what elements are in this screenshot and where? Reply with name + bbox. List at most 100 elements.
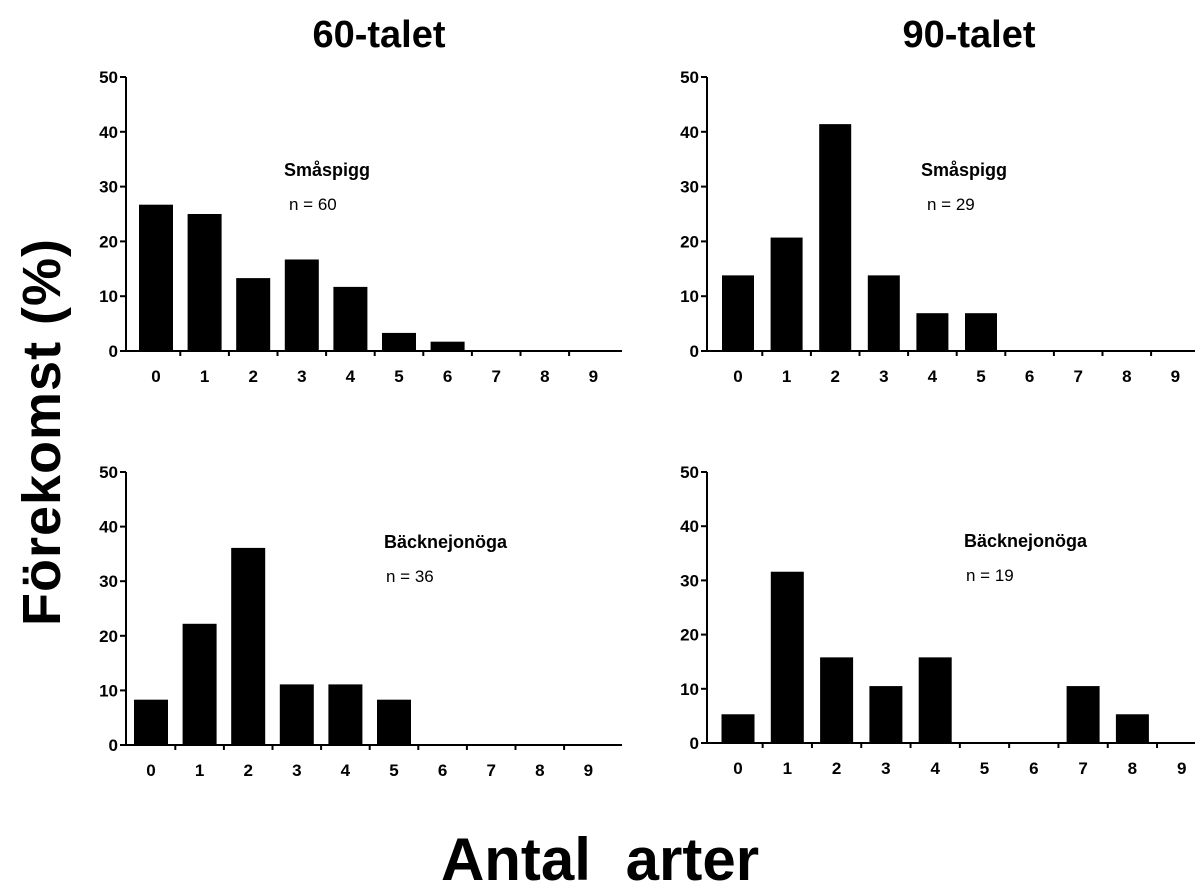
bar	[134, 699, 168, 745]
y-tick-label: 20	[680, 232, 699, 251]
bar	[430, 341, 465, 351]
bar	[333, 286, 368, 351]
x-tick-label: 2	[243, 761, 252, 780]
chart-panel: 0 10 20 30 40 50 0 1 2 3 4 5 6 7 8 9 Bäcknejonöga n = 19	[680, 463, 1195, 778]
x-tick-label: 3	[881, 759, 890, 778]
y-tick-label: 0	[690, 342, 699, 361]
bar	[770, 237, 803, 351]
x-tick-label: 5	[394, 367, 403, 386]
y-tick-label: 20	[99, 232, 118, 251]
x-tick-label: 2	[248, 367, 257, 386]
sample-size-label: n = 60	[289, 195, 337, 214]
x-tick-label: 9	[1171, 367, 1180, 386]
bar	[918, 657, 952, 743]
chart-panel: 0 10 20 30 40 50 0 1 2 3 4 5 6 7 8 9 Bäcknejonöga n = 36	[99, 463, 622, 780]
bar	[139, 204, 173, 351]
x-tick-label: 7	[1078, 759, 1087, 778]
x-tick-label: 0	[733, 367, 742, 386]
y-axis-label: Förekomst (%)	[12, 238, 72, 626]
bar	[1066, 686, 1100, 743]
x-tick-label: 3	[879, 367, 888, 386]
x-tick-label: 0	[151, 367, 160, 386]
sample-size-label: n = 29	[927, 195, 975, 214]
bar	[916, 313, 949, 351]
x-tick-label: 0	[733, 759, 742, 778]
species-label: Bäcknejonöga	[384, 532, 508, 552]
x-tick-label: 9	[589, 367, 598, 386]
bar	[377, 699, 411, 745]
y-tick-label: 50	[99, 463, 118, 482]
x-tick-label: 4	[341, 761, 351, 780]
x-tick-label: 1	[782, 367, 791, 386]
bar	[722, 275, 754, 351]
x-tick-label: 7	[491, 367, 500, 386]
x-tick-label: 6	[438, 761, 447, 780]
x-axis-label: Antal arter	[441, 826, 759, 890]
y-tick-label: 10	[680, 287, 699, 306]
y-tick-label: 0	[109, 736, 118, 755]
x-tick-label: 5	[389, 761, 398, 780]
x-tick-label: 8	[1122, 367, 1131, 386]
bar	[328, 684, 363, 745]
x-tick-label: 1	[783, 759, 792, 778]
y-tick-label: 40	[680, 517, 699, 536]
x-tick-label: 4	[928, 367, 938, 386]
y-tick-label: 40	[680, 123, 699, 142]
x-tick-label: 3	[292, 761, 301, 780]
bar	[382, 332, 416, 351]
x-tick-label: 7	[1073, 367, 1082, 386]
y-tick-label: 30	[680, 571, 699, 590]
sample-size-label: n = 19	[966, 566, 1014, 585]
y-tick-label: 50	[99, 68, 118, 87]
y-tick-label: 20	[680, 626, 699, 645]
y-tick-label: 10	[680, 680, 699, 699]
species-label: Småspigg	[921, 160, 1007, 180]
sample-size-label: n = 36	[386, 567, 434, 586]
column-title-60-talet: 60-talet	[312, 14, 445, 56]
x-tick-label: 6	[1029, 759, 1038, 778]
x-tick-label: 0	[146, 761, 155, 780]
x-tick-label: 5	[980, 759, 989, 778]
x-tick-label: 5	[976, 367, 985, 386]
y-tick-label: 30	[99, 572, 118, 591]
x-tick-label: 3	[297, 367, 306, 386]
x-tick-label: 8	[535, 761, 544, 780]
bar	[182, 623, 217, 745]
bar	[721, 714, 755, 743]
bar	[187, 214, 222, 351]
y-tick-label: 0	[109, 342, 118, 361]
bar	[236, 278, 271, 351]
y-tick-label: 30	[99, 178, 118, 197]
x-tick-label: 8	[1128, 759, 1137, 778]
x-tick-label: 1	[200, 367, 209, 386]
y-tick-label: 10	[99, 287, 118, 306]
bar	[284, 259, 319, 351]
bar	[965, 313, 997, 351]
y-tick-label: 10	[99, 681, 118, 700]
x-tick-label: 9	[584, 761, 593, 780]
x-tick-label: 4	[346, 367, 356, 386]
x-tick-label: 9	[1177, 759, 1186, 778]
y-tick-label: 40	[99, 123, 118, 142]
bar	[1115, 714, 1149, 743]
x-tick-label: 2	[830, 367, 839, 386]
y-tick-label: 0	[690, 734, 699, 753]
bar	[770, 571, 804, 743]
x-tick-label: 8	[540, 367, 549, 386]
chart-panel: 0 10 20 30 40 50 0 1 2 3 4 5 6 7 8 9 Småspigg n = 60	[99, 68, 622, 386]
y-tick-label: 30	[680, 178, 699, 197]
bar	[819, 124, 852, 352]
x-tick-label: 4	[930, 759, 940, 778]
column-title-90-talet: 90-talet	[902, 14, 1035, 56]
x-tick-label: 2	[832, 759, 841, 778]
bar	[279, 684, 314, 745]
bar	[820, 657, 854, 743]
y-tick-label: 50	[680, 463, 699, 482]
y-tick-label: 40	[99, 518, 118, 537]
y-tick-label: 50	[680, 68, 699, 87]
bar	[231, 547, 266, 745]
x-tick-label: 6	[443, 367, 452, 386]
y-tick-label: 20	[99, 627, 118, 646]
